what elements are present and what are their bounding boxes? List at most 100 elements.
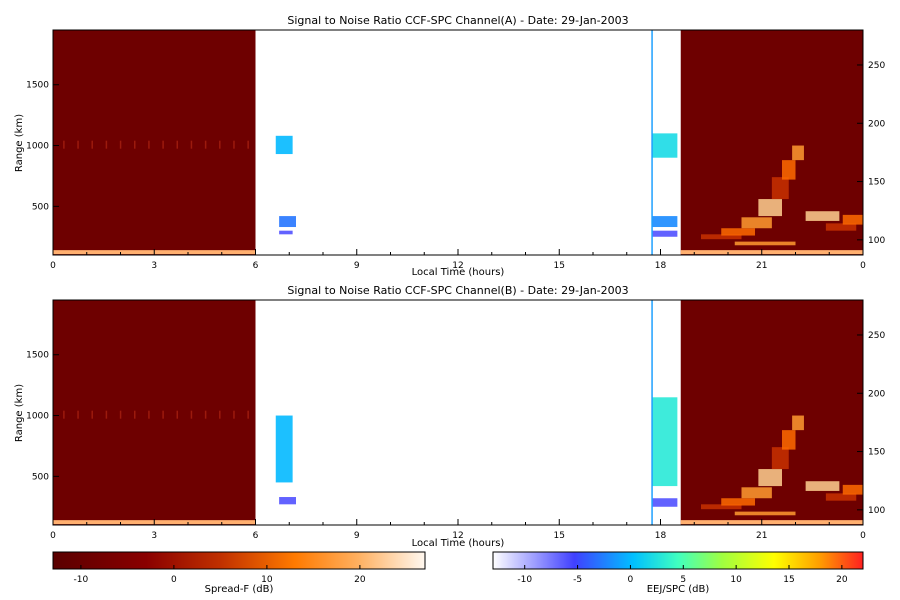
spread-f-plume-segment	[782, 160, 796, 180]
x-tick-label: 15	[554, 261, 565, 271]
spread-f-block	[53, 30, 256, 255]
colorbar-eej-spc-gradient	[492, 551, 864, 570]
x-tick-label: 6	[253, 531, 259, 541]
snr-echo-patch	[652, 216, 678, 228]
spread-f-plume-segment	[771, 447, 789, 470]
spread-f-plume-segment	[758, 469, 782, 487]
panel-a-yticks: 500 1000 1500	[26, 81, 59, 212]
spread-f-plume-segment	[805, 211, 840, 221]
colorbar-tick-label: 15	[783, 575, 794, 585]
spread-f-streak	[119, 410, 122, 419]
x-tick-label: 12	[452, 261, 463, 271]
colorbar-spread-f-gradient	[52, 551, 426, 570]
x-tick-label: 9	[354, 531, 360, 541]
y2-tick-label: 250	[868, 331, 885, 341]
spread-f-streak	[63, 140, 65, 149]
spread-f-streak	[134, 140, 136, 149]
panel-b-plot	[53, 300, 863, 525]
spread-f-plume-segment	[771, 177, 789, 200]
spread-f-streak	[190, 140, 193, 149]
snr-echo-patch	[652, 230, 678, 237]
y2-tick-label: 250	[868, 61, 885, 71]
spread-f-streak	[119, 140, 122, 149]
spread-f-streak	[204, 410, 207, 419]
colorbar-spread-f-label: Spread-F (dB)	[205, 584, 274, 595]
colorbar-tick-label: 20	[354, 575, 366, 585]
y2-tick-label: 200	[868, 389, 885, 399]
spread-f-streak	[176, 140, 179, 149]
spread-f-streak	[219, 410, 221, 419]
spread-f-streak	[91, 140, 93, 149]
snr-echo-patch	[279, 216, 296, 228]
panel-a-plot	[53, 30, 863, 255]
panel-b-yticks: 500 1000 1500	[26, 351, 59, 482]
x-tick-label: 0	[860, 261, 866, 271]
panel-a-xlabel: Local Time (hours)	[412, 267, 505, 278]
snr-echo-patch	[652, 133, 678, 158]
colorbar-eej-spc-ticks: -10 -5 0 5 10 15 20	[517, 565, 848, 585]
colorbar-tick-label: 20	[836, 575, 848, 585]
y2-tick-label: 150	[868, 178, 885, 188]
spread-f-block	[53, 300, 256, 525]
y-tick-label: 1500	[26, 81, 49, 91]
colorbar-eej-spc: -10 -5 0 5 10 15 20 EEJ/SPC (dB)	[492, 551, 864, 595]
spread-f-streak	[190, 410, 193, 419]
spread-f-streak	[204, 140, 207, 149]
spread-f-streak	[134, 410, 136, 419]
spread-f-streak	[105, 410, 108, 419]
spread-f-streak	[247, 140, 249, 149]
x-tick-label: 0	[50, 531, 56, 541]
spread-f-plume-segment	[842, 484, 863, 495]
spread-f-streak	[176, 410, 179, 419]
y2-tick-label: 100	[868, 236, 885, 246]
spread-f-ground-band	[680, 520, 863, 525]
spread-f-streak	[233, 140, 235, 149]
y2-tick-label: 100	[868, 506, 885, 516]
y-tick-label: 1500	[26, 351, 49, 361]
spread-f-streak	[77, 410, 79, 419]
panel-a-ylabel: Range (km)	[14, 114, 25, 172]
panel-a-title: Signal to Noise Ratio CCF-SPC Channel(A)…	[287, 14, 628, 27]
x-tick-label: 12	[452, 531, 463, 541]
spread-f-streak	[247, 410, 249, 419]
spread-f-plume-segment	[792, 145, 804, 161]
colorbar-tick-label: 5	[680, 575, 686, 585]
spread-f-ground-band	[680, 250, 863, 255]
spread-f-plume-segment	[842, 214, 863, 225]
spread-f-streak	[233, 410, 235, 419]
colorbar-eej-spc-label: EEJ/SPC (dB)	[647, 584, 710, 595]
spread-f-plume-segment	[825, 493, 857, 501]
spread-f-streak	[162, 140, 164, 149]
spread-f-streak	[148, 410, 150, 419]
x-tick-label: 3	[151, 531, 157, 541]
spread-f-plume-segment	[701, 234, 742, 240]
x-tick-label: 18	[655, 531, 667, 541]
panel-b: Signal to Noise Ratio CCF-SPC Channel(B)…	[14, 284, 885, 549]
spread-f-plume-segment	[721, 498, 755, 506]
spread-f-streak	[91, 410, 93, 419]
spread-f-plume-segment	[701, 504, 742, 510]
spread-f-streak	[148, 140, 150, 149]
x-tick-label: 6	[253, 261, 259, 271]
spread-f-streak	[162, 410, 164, 419]
y2-tick-label: 150	[868, 448, 885, 458]
colorbar-tick-label: 0	[171, 575, 177, 585]
spread-f-plume-segment	[782, 430, 796, 450]
snr-echo-patch	[652, 498, 678, 507]
x-tick-label: 0	[50, 261, 56, 271]
panel-a-y2ticks: 100 150 200 250	[857, 61, 885, 246]
spread-f-plume-segment	[758, 199, 782, 217]
x-tick-label: 9	[354, 261, 360, 271]
spread-f-plume-segment	[734, 511, 796, 516]
panel-b-title: Signal to Noise Ratio CCF-SPC Channel(B)…	[287, 284, 628, 297]
x-tick-label: 15	[554, 531, 565, 541]
y-tick-label: 1000	[26, 412, 49, 422]
colorbar-tick-label: 0	[628, 575, 634, 585]
spread-f-streak	[63, 410, 65, 419]
snr-echo-patch	[652, 397, 678, 487]
colorbar-tick-label: -10	[74, 575, 89, 585]
panel-a-xticks: 0 3 6 9 12 15 18 21 0	[50, 249, 866, 271]
y-tick-label: 500	[32, 472, 49, 482]
snr-echo-patch	[275, 135, 293, 155]
